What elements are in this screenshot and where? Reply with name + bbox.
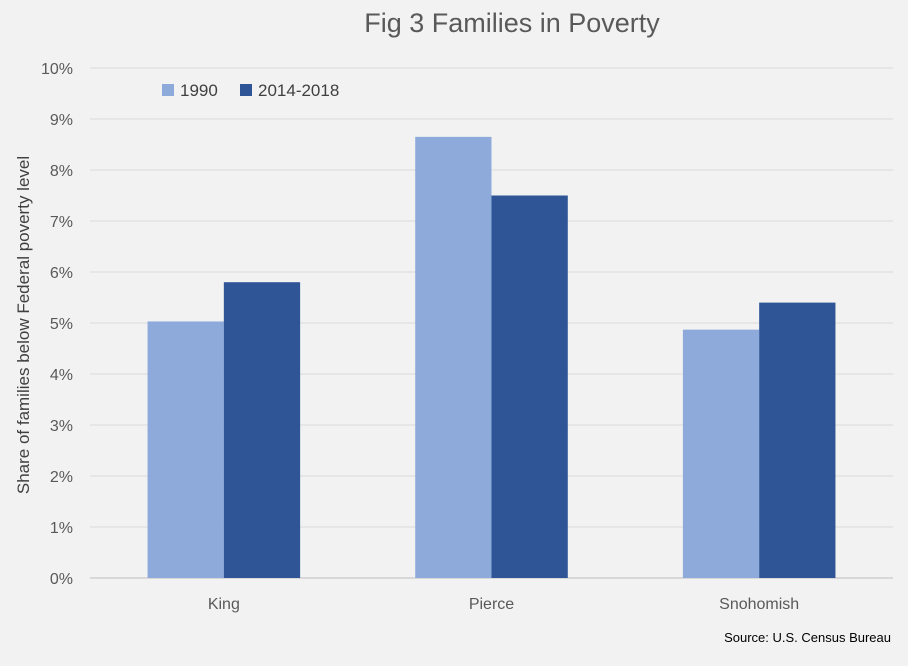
y-axis-label: Share of families below Federal poverty …: [14, 156, 33, 494]
x-tick-labels: King Pierce Snohomish: [208, 596, 799, 613]
bar-snohomish-1990: [682, 329, 760, 578]
bar-pierce-1990: [415, 136, 492, 578]
x-tick-label: Pierce: [469, 596, 514, 613]
y-tick-label: 10%: [41, 61, 73, 78]
y-tick-label: 2%: [50, 469, 73, 486]
legend-swatch-1990: [162, 84, 174, 96]
bar-king-2014-2018: [223, 282, 301, 578]
y-tick-label: 8%: [50, 163, 73, 180]
y-tick-label: 0%: [50, 571, 73, 588]
legend-label-2014-2018: 2014-2018: [258, 81, 339, 100]
y-tick-label: 5%: [50, 316, 73, 333]
x-tick-label: Snohomish: [719, 596, 799, 613]
bar-king-1990: [147, 321, 224, 578]
bar-snohomish-2014-2018: [759, 302, 836, 578]
y-tick-label: 1%: [50, 520, 73, 537]
y-tick-label: 3%: [50, 418, 73, 435]
y-tick-label: 9%: [50, 112, 73, 129]
legend-swatch-2014-2018: [240, 84, 252, 96]
legend: 1990 2014-2018: [162, 81, 339, 100]
chart-title: Fig 3 Families in Poverty: [364, 8, 660, 38]
source-note: Source: U.S. Census Bureau: [724, 630, 891, 645]
legend-label-1990: 1990: [180, 81, 218, 100]
bars: [147, 136, 836, 578]
y-tick-labels: 0% 1% 2% 3% 4% 5% 6% 7% 8% 9% 10%: [41, 61, 73, 588]
bar-pierce-2014-2018: [491, 195, 568, 578]
y-tick-label: 6%: [50, 265, 73, 282]
y-tick-label: 7%: [50, 214, 73, 231]
x-tick-label: King: [208, 596, 240, 613]
y-tick-label: 4%: [50, 367, 73, 384]
